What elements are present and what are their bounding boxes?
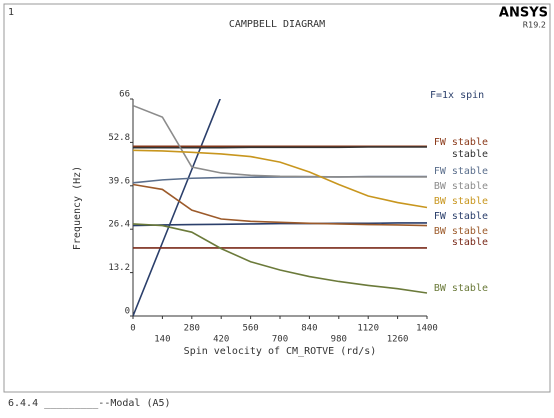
series-line — [133, 222, 427, 227]
chart-title: CAMPBELL DIAGRAM — [229, 19, 325, 30]
legend-entry: FW stable — [434, 137, 488, 148]
legend-entry: F=1x spin — [430, 90, 484, 101]
x-tick-label: 700 — [272, 335, 288, 345]
legend-entry: BW stable — [434, 196, 488, 207]
legend-entry: BW stable — [434, 181, 488, 192]
x-tick-label: 1260 — [387, 335, 409, 345]
plot-area — [133, 99, 428, 317]
legend-entry: FW stable — [434, 211, 488, 222]
series-line — [133, 99, 221, 317]
legend-entry: stable — [452, 237, 488, 248]
frame — [3, 3, 551, 393]
series-line — [133, 149, 428, 209]
legend-entry: stable — [452, 149, 488, 160]
legend-entry: BW stable — [434, 226, 488, 237]
x-tick-label: 1400 — [416, 324, 438, 334]
y-tick-label: 39.6 — [108, 176, 130, 186]
version: R19.2 — [523, 21, 546, 30]
x-tick-label: 280 — [184, 324, 200, 334]
y-tick-label: 52.8 — [108, 133, 130, 143]
corner-number: 1 — [8, 7, 14, 18]
series-line — [133, 183, 428, 227]
y-tick-label: 66 — [119, 90, 130, 100]
legend-entry: BW stable — [434, 283, 488, 294]
y-axis-label: Frequency (Hz) — [72, 166, 83, 250]
footer: 6.4.4 _________--Modal (A5) — [8, 398, 171, 409]
series-line — [133, 146, 427, 149]
x-tick-label: 420 — [213, 335, 229, 345]
x-tick-label: 140 — [154, 335, 170, 345]
x-axis-label: Spin velocity of CM_ROTVE (rd/s) — [184, 346, 377, 357]
x-tick-label: 1120 — [357, 324, 379, 334]
y-tick-label: 0 — [125, 307, 130, 317]
y-tick-label: 13.2 — [108, 263, 130, 273]
x-tick-label: 0 — [130, 324, 135, 334]
series-line — [133, 223, 428, 294]
brand: ANSYS — [499, 6, 548, 21]
series-line — [133, 104, 427, 178]
x-tick-label: 840 — [301, 324, 317, 334]
x-tick-label: 560 — [242, 324, 258, 334]
x-tick-label: 980 — [331, 335, 347, 345]
y-tick-label: 26.4 — [108, 220, 130, 230]
legend-entry: FW stable — [434, 166, 488, 177]
